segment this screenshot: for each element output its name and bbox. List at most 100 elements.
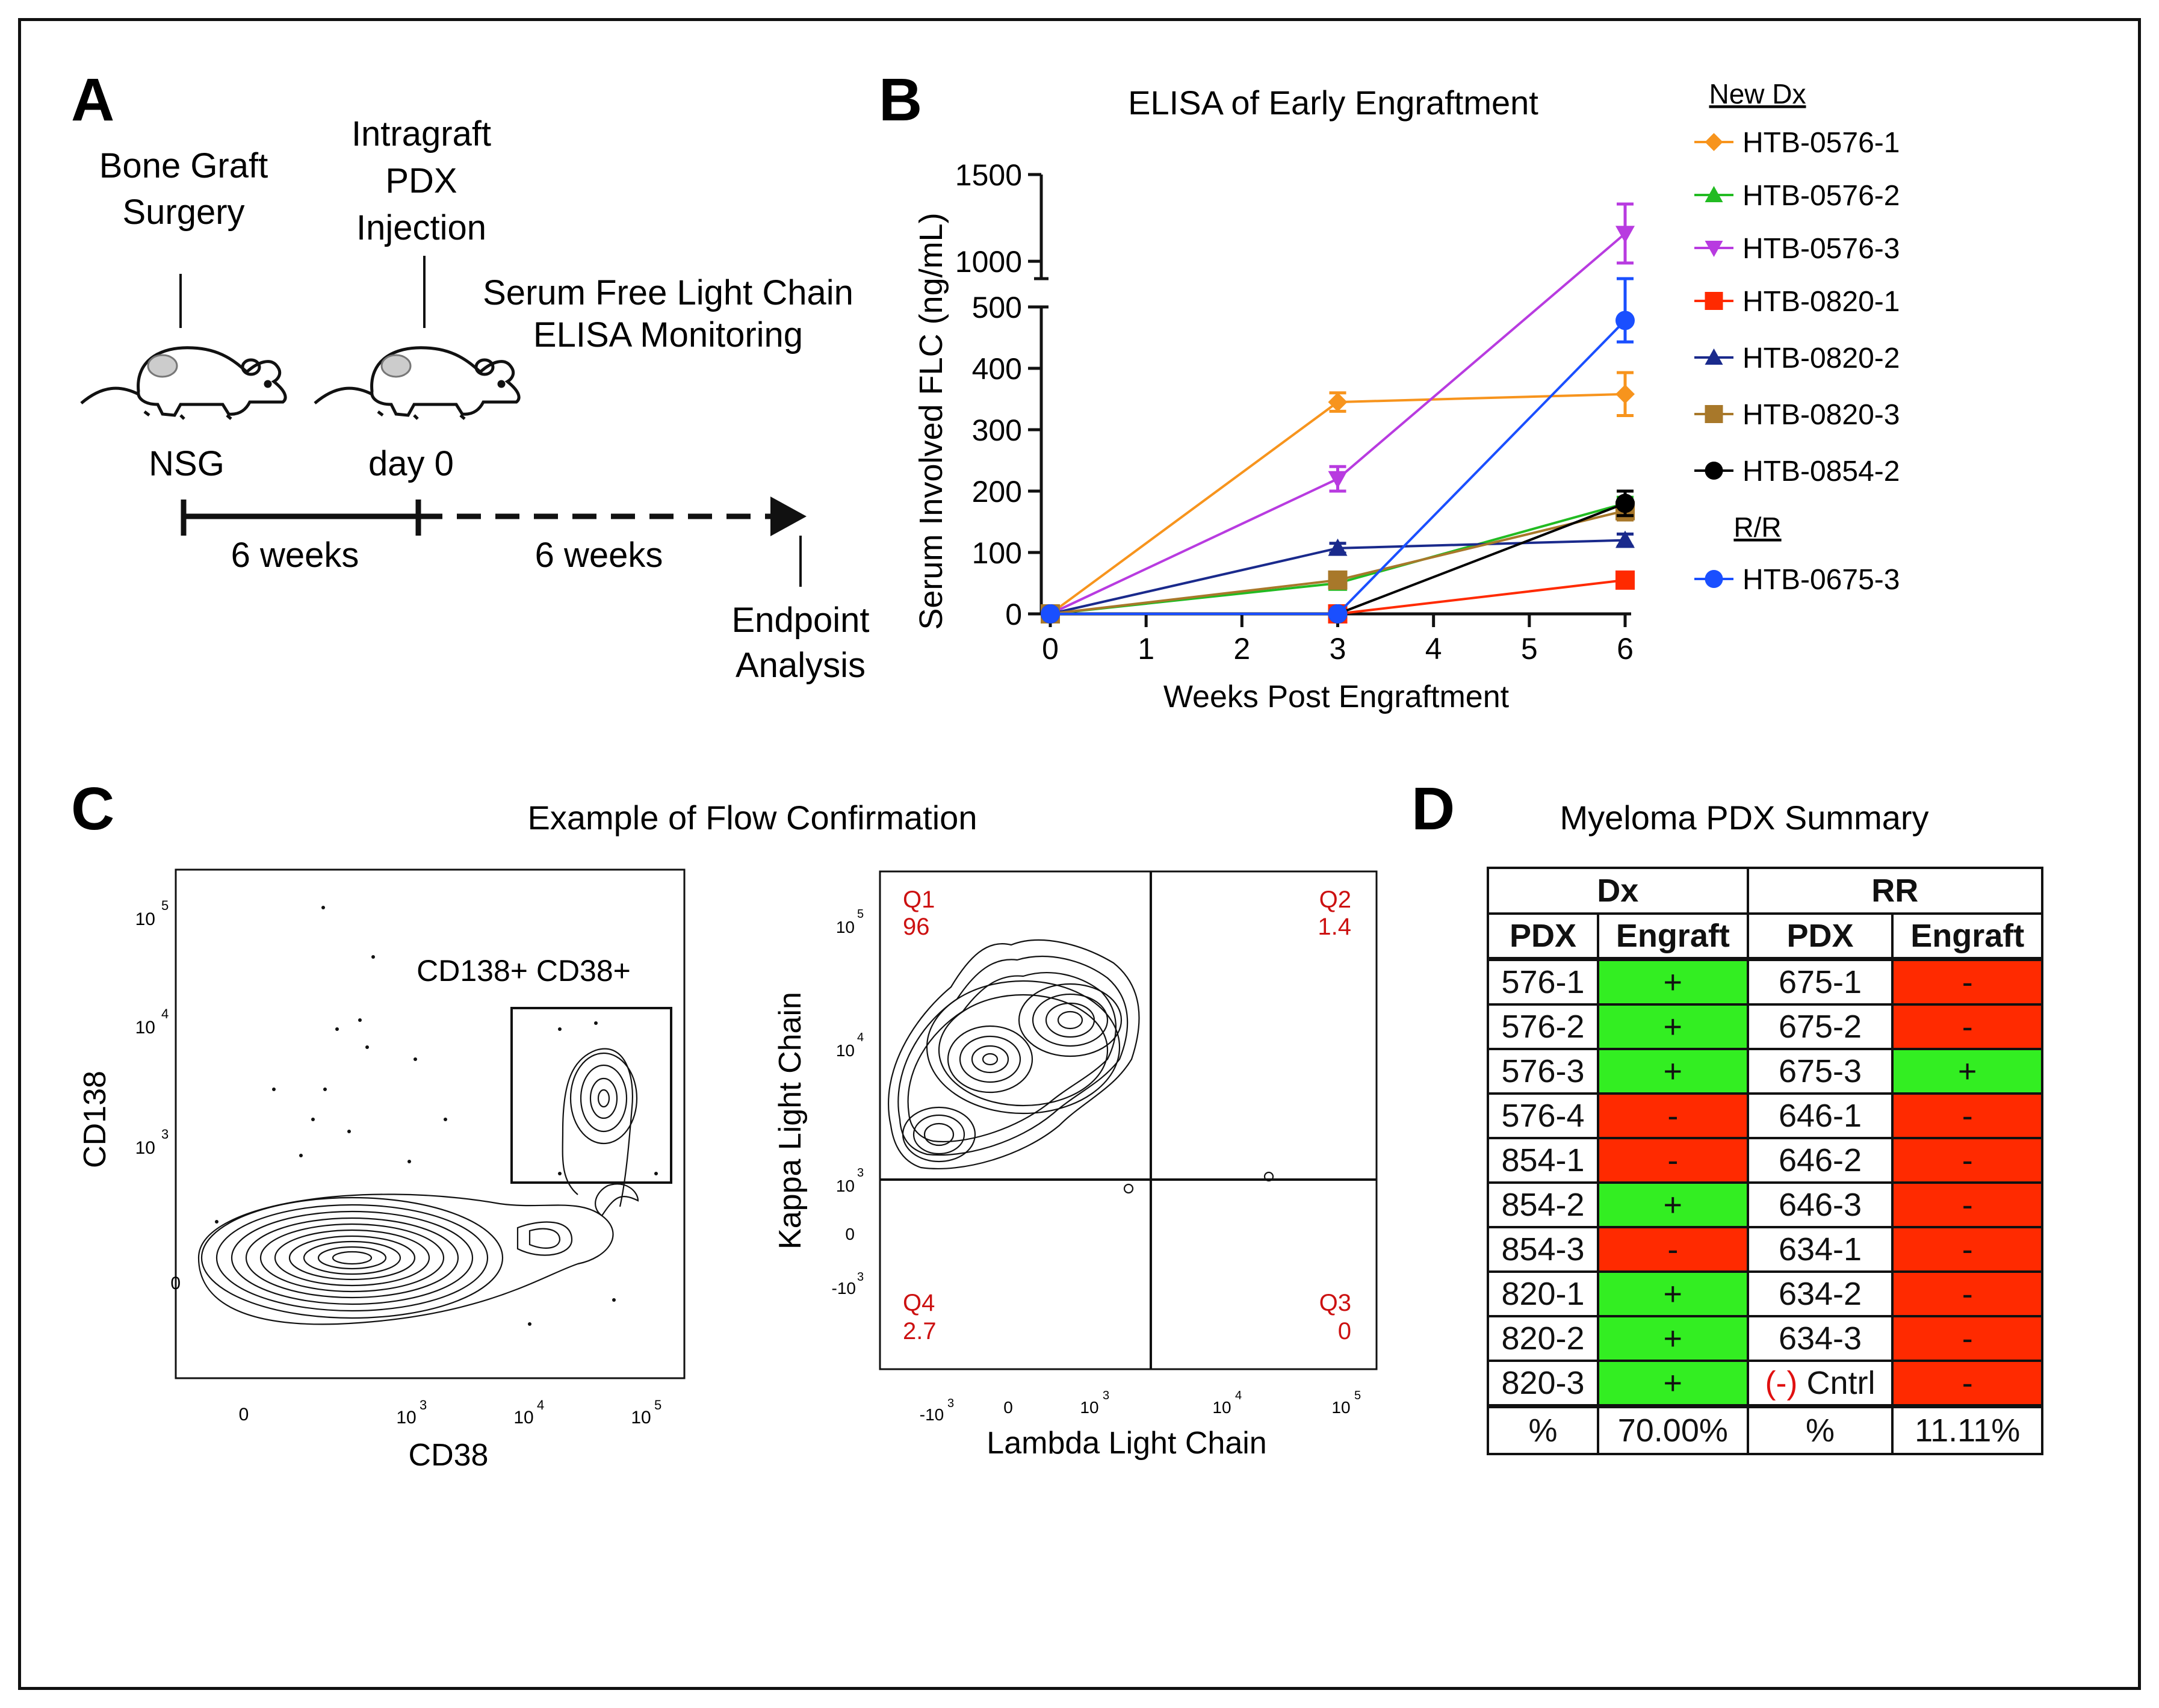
legend-marker	[1705, 570, 1723, 588]
x-tick-label: 0	[239, 1405, 249, 1425]
y-tick-label: -10	[832, 1279, 856, 1298]
data-point	[1615, 311, 1635, 330]
x-tick-label: 1	[1138, 632, 1154, 666]
dx-pdx-cell: 576-4	[1486, 1092, 1600, 1139]
endpoint-label-line1: Endpoint	[732, 601, 870, 640]
dx-pdx-cell: 576-3	[1486, 1048, 1600, 1095]
q4-name: Q4	[903, 1290, 935, 1316]
y-tick-exponent: 5	[161, 898, 169, 913]
y-tick-label: 10	[836, 1041, 855, 1060]
rr-engraft-cell: -	[1891, 1315, 2043, 1362]
legend-marker	[1705, 241, 1723, 257]
panel-d-title: Myeloma PDX Summary	[1560, 799, 1928, 837]
x-tick-exponent: 3	[420, 1397, 427, 1413]
rr-engraft-cell: -	[1891, 1270, 2043, 1317]
dx-pdx-cell: 854-2	[1486, 1181, 1600, 1228]
inject-label-line3: Injection	[356, 208, 486, 247]
q2-value: 1.4	[1318, 914, 1351, 940]
rr-pdx-cell: 646-2	[1746, 1137, 1894, 1184]
x-tick-label: 4	[1425, 632, 1442, 666]
timeline-arrowhead	[770, 497, 807, 536]
x-tick-label: -10	[920, 1405, 944, 1424]
chart-title: ELISA of Early Engraftment	[1128, 84, 1538, 122]
rr-engraft-cell: -	[1891, 1226, 2043, 1273]
q2-name: Q2	[1319, 886, 1351, 913]
dx-engraft-cell: +	[1597, 1048, 1749, 1095]
x-axis-label: Weeks Post Engraftment	[1163, 679, 1510, 714]
dx-engraft-cell: +	[1597, 1003, 1749, 1050]
legend-marker	[1705, 348, 1723, 365]
y-tick-label: 100	[972, 536, 1022, 570]
dx-engraft-cell: +	[1597, 958, 1749, 1006]
dx-pdx-cell: 820-2	[1486, 1315, 1600, 1362]
pdx-summary-table: Dx RR PDX Engraft PDX Engraft 576-1 + 67…	[1486, 867, 2044, 1455]
dx-pdx-cell: 576-2	[1486, 1003, 1600, 1050]
rr-engraft-cell: -	[1891, 1092, 2043, 1139]
data-point	[1041, 604, 1060, 623]
table-row: 854-1 - 646-2 -	[1486, 1137, 2043, 1184]
cd138-cd38-gate	[510, 1007, 672, 1184]
quadrant-stats: Q1 96 Q2 1.4 Q4 2.7 Q3 0	[903, 886, 1351, 1344]
x-tick-exponent: 4	[1235, 1389, 1242, 1402]
dx-engraft-cell: +	[1597, 1360, 1749, 1408]
legend-marker	[1705, 133, 1723, 151]
x-tick-label: 3	[1330, 632, 1346, 666]
y-tick-label: 10	[836, 1177, 855, 1195]
data-point	[1615, 226, 1635, 244]
legend-group-rr: R/R	[1733, 512, 1781, 543]
inject-label-line1: Intragraft	[352, 114, 491, 153]
dx-engraft-cell: -	[1597, 1226, 1749, 1273]
y-tick-label: 10	[836, 918, 855, 936]
series-line	[1337, 232, 1626, 480]
q3-value: 0	[1338, 1318, 1351, 1344]
legend-marker	[1705, 292, 1723, 310]
q1-name: Q1	[903, 886, 935, 913]
y-tick-label: 500	[972, 291, 1022, 324]
q1-value: 96	[903, 914, 930, 940]
data-point	[1615, 530, 1635, 548]
y-tick-label: 300	[972, 413, 1022, 447]
table-row: 854-3 - 634-1 -	[1486, 1226, 2043, 1273]
table-row: 576-3 + 675-3 +	[1486, 1048, 2043, 1095]
flow-plot-2-frame	[879, 870, 1378, 1370]
column-header: Engraft	[1597, 912, 1749, 961]
x-tick-exponent: 4	[537, 1397, 544, 1413]
rr-pdx-cell: 675-1	[1746, 958, 1894, 1006]
y-tick-exponent: 4	[161, 1006, 169, 1021]
rr-pdx-cell: 675-2	[1746, 1003, 1894, 1050]
day0-label: day 0	[368, 444, 454, 483]
legend-label: HTB-0820-3	[1742, 399, 1900, 431]
table-row: 576-1 + 675-1 -	[1486, 958, 2043, 1006]
y-tick-exponent: 3	[857, 1166, 864, 1180]
y-tick-label: 10	[135, 1138, 155, 1158]
y-tick-label: 1000	[955, 245, 1022, 279]
dx-pdx-cell: 820-1	[1486, 1270, 1600, 1317]
column-header: PDX	[1746, 912, 1894, 961]
rr-engraft-cell: -	[1891, 1003, 2043, 1050]
table-row: 820-2 + 634-3 -	[1486, 1315, 2043, 1362]
y-tick-label: 1500	[955, 158, 1022, 192]
plot2-y-label: Kappa Light Chain	[773, 992, 808, 1249]
legend-label: HTB-0820-2	[1742, 342, 1900, 374]
table-row: 820-3 + (-) Cntrl -	[1486, 1360, 2043, 1408]
x-tick-exponent: 3	[1103, 1389, 1109, 1402]
rr-percent-label: %	[1746, 1405, 1894, 1455]
x-tick-label: 10	[631, 1408, 651, 1428]
table-row: 576-4 - 646-1 -	[1486, 1092, 2043, 1139]
y-tick-exponent: 3	[161, 1127, 169, 1142]
legend-label: HTB-0576-2	[1742, 180, 1900, 212]
series-line	[1049, 401, 1339, 615]
rr-engraft-cell: -	[1891, 958, 2043, 1006]
plot2-x-label: Lambda Light Chain	[987, 1426, 1266, 1461]
dx-engraft-cell: -	[1597, 1137, 1749, 1184]
group-header-dx: Dx	[1487, 867, 1749, 915]
rr-pdx-cell: 646-1	[1746, 1092, 1894, 1139]
contour-lines	[888, 939, 1274, 1194]
rr-pdx-cell: (-) Cntrl	[1746, 1360, 1894, 1408]
plot1-y-label: CD138	[78, 1071, 113, 1168]
column-header: PDX	[1486, 912, 1600, 961]
y-tick-label: 10	[135, 1018, 155, 1038]
legend-marker	[1705, 405, 1723, 423]
legend-marker	[1705, 186, 1723, 202]
